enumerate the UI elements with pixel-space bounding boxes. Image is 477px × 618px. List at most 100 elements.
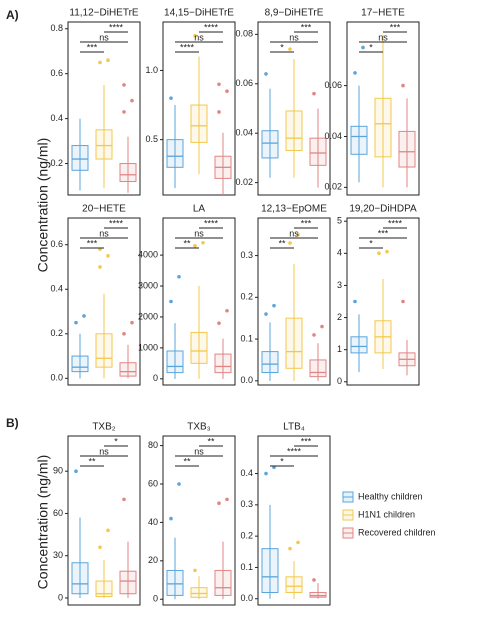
panel-frame xyxy=(346,21,420,196)
significance-label: *** xyxy=(301,22,312,32)
y-tick-label: 30 xyxy=(53,550,63,560)
y-tick-label: 5 xyxy=(337,216,342,226)
outlier-point xyxy=(312,578,316,582)
y-tick-label: 0.6 xyxy=(50,239,63,249)
y-tick-label: 60 xyxy=(53,508,63,518)
y-tick-label: 0.0 xyxy=(240,375,253,385)
outlier-point xyxy=(217,321,221,325)
significance-label: * xyxy=(280,456,284,466)
significance-label: ns xyxy=(99,446,109,456)
significance-label: **** xyxy=(204,22,219,32)
y-tick-label: 0.5 xyxy=(145,134,158,144)
box xyxy=(166,139,184,168)
significance-label: *** xyxy=(378,228,389,238)
significance-label: *** xyxy=(301,218,312,228)
outlier-point xyxy=(122,497,126,502)
panel-frame xyxy=(67,21,141,196)
outlier-point xyxy=(225,308,229,313)
outlier-point xyxy=(130,98,134,103)
outlier-point xyxy=(169,299,173,304)
box xyxy=(119,362,137,377)
significance-label: * xyxy=(280,42,284,52)
outlier-point xyxy=(288,546,292,551)
significance-label: ** xyxy=(183,456,191,466)
outlier-point xyxy=(353,299,357,304)
y-tick-label: 0.0 xyxy=(240,593,253,603)
panel-label: A) xyxy=(6,8,19,22)
y-tick-label: 0.08 xyxy=(235,29,253,39)
y-tick-label: 0 xyxy=(153,373,158,383)
y-tick-label: 0.02 xyxy=(324,182,342,192)
outlier-point xyxy=(296,232,300,237)
significance-label: *** xyxy=(301,436,312,446)
y-tick-label: 0.02 xyxy=(235,177,253,187)
significance-label: ns xyxy=(289,228,299,238)
significance-label: * xyxy=(369,238,373,248)
outlier-point xyxy=(169,516,173,521)
significance-label: **** xyxy=(287,446,302,456)
outlier-point xyxy=(74,469,78,474)
outlier-point xyxy=(122,83,126,87)
significance-label: ns xyxy=(378,32,388,42)
y-tick-label: 2000 xyxy=(138,311,158,321)
panel-frame xyxy=(346,217,420,386)
panel-title: LA xyxy=(193,204,206,215)
panel-frame xyxy=(257,21,331,196)
box xyxy=(309,359,327,378)
box xyxy=(166,569,184,596)
y-tick-label: 0.04 xyxy=(324,131,342,141)
outlier-point xyxy=(217,82,221,87)
outlier-point xyxy=(320,324,324,329)
y-tick-label: 0.2 xyxy=(240,292,253,302)
panel-title: LTB₄ xyxy=(283,422,305,433)
panel-frame xyxy=(162,217,236,386)
significance-label: ns xyxy=(194,32,204,42)
panel-title: TXB₃ xyxy=(187,422,211,433)
outlier-point xyxy=(177,274,181,279)
outlier-point xyxy=(288,241,292,245)
significance-label: *** xyxy=(390,22,401,32)
panel-frame xyxy=(67,217,141,386)
y-tick-label: 1.0 xyxy=(145,65,158,75)
y-tick-label: 0.3 xyxy=(240,499,253,509)
y-tick-label: 0.4 xyxy=(240,468,253,478)
y-tick-label: 0 xyxy=(337,376,342,386)
outlier-point xyxy=(312,333,316,337)
y-axis-label: Concentration (ng/ml) xyxy=(35,138,51,273)
y-tick-label: 1 xyxy=(337,344,342,354)
y-tick-label: 0.0 xyxy=(50,373,63,383)
y-tick-label: 1000 xyxy=(138,342,158,352)
y-tick-label: 0.1 xyxy=(240,562,253,572)
y-tick-label: 80 xyxy=(148,440,158,450)
outlier-point xyxy=(98,545,102,550)
y-tick-label: 40 xyxy=(148,517,158,527)
y-tick-label: 0.2 xyxy=(240,531,253,541)
box xyxy=(350,336,368,354)
box xyxy=(214,353,232,374)
y-tick-label: 90 xyxy=(53,466,63,476)
y-tick-label: 0.4 xyxy=(50,284,63,294)
y-tick-label: 0.04 xyxy=(235,128,253,138)
outlier-point xyxy=(385,249,389,254)
significance-label: * xyxy=(369,42,373,52)
outlier-point xyxy=(106,528,110,533)
box xyxy=(214,569,232,596)
box xyxy=(285,576,303,593)
outlier-point xyxy=(217,501,221,506)
y-tick-label: 0 xyxy=(153,594,158,604)
significance-label: ns xyxy=(99,228,109,238)
box xyxy=(261,130,279,159)
box xyxy=(166,350,184,374)
outlier-point xyxy=(296,540,300,545)
outlier-point xyxy=(201,240,205,245)
outlier-point xyxy=(82,314,86,318)
outlier-point xyxy=(193,34,197,38)
y-tick-label: 0.4 xyxy=(50,113,63,123)
legend-label: H1N1 children xyxy=(358,509,415,519)
box xyxy=(190,587,208,598)
outlier-point xyxy=(98,60,102,65)
box xyxy=(398,130,416,168)
outlier-point xyxy=(353,71,357,75)
box xyxy=(190,331,208,364)
